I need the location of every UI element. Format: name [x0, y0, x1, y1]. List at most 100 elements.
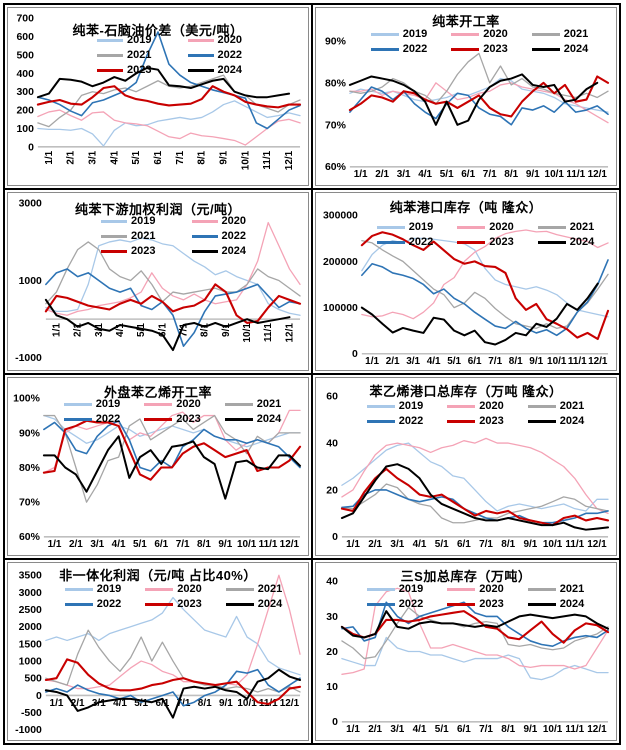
- legend-label: 2021: [563, 28, 589, 40]
- x-tick-label: 10/1: [545, 169, 565, 180]
- legend-item-2019: 2019: [63, 398, 120, 411]
- legend-label: 2019: [408, 221, 434, 233]
- y-tick-label: 2500: [19, 605, 42, 616]
- legend-item-2023: 2023: [451, 43, 508, 56]
- chart-panel-3s-total-inventory: 三S加总库存（万吨） 0 10 20 30 40 1/1 2/1 3/1 4/1 5/1 6/1 7/…: [315, 562, 617, 741]
- y-tick-label: 300: [16, 87, 34, 98]
- legend-line-swatch: [64, 603, 93, 606]
- legend-line-swatch: [366, 420, 395, 423]
- series-line-2022: [341, 601, 609, 648]
- x-tick-label: 9/1: [526, 169, 540, 180]
- y-tick-label: 300000: [323, 211, 358, 222]
- legend-item-2023: 2023: [447, 598, 504, 611]
- x-tick-label: 5/1: [447, 356, 461, 367]
- x-tick-label: 6/1: [457, 724, 471, 735]
- x-tick-label: 3/1: [90, 539, 104, 550]
- legend-label: 2019: [127, 34, 152, 46]
- x-tick-label: 4/1: [109, 150, 120, 164]
- legend-label: 2023: [489, 236, 514, 248]
- legend-item-2023: 2023: [144, 413, 201, 426]
- legend-label: 2024: [257, 598, 283, 610]
- x-tick-label: 7/1: [479, 724, 493, 735]
- x-tick-label: 5/1: [435, 724, 449, 735]
- legend-label: 2022: [221, 230, 246, 242]
- legend-item-2019: 2019: [64, 583, 121, 596]
- legend-label: 2020: [176, 398, 201, 410]
- legend-line-swatch: [451, 33, 480, 36]
- legend-label: 2024: [559, 415, 585, 427]
- legend-line-swatch: [191, 235, 218, 238]
- y-tick-label: 100: [16, 124, 34, 135]
- legend-label: 2022: [398, 598, 424, 610]
- legend-label: 2022: [96, 598, 122, 610]
- legend-label: 2020: [479, 400, 504, 412]
- legend-line-swatch: [537, 226, 566, 229]
- x-tick-label: 8/1: [504, 169, 518, 180]
- y-tick-label: 90%: [325, 36, 347, 47]
- series-line-2020: [341, 587, 609, 675]
- legend-label: 2021: [257, 583, 283, 595]
- y-tick-label: 20: [326, 485, 338, 496]
- legend-line-swatch: [537, 241, 566, 244]
- series-line-2022: [45, 668, 301, 707]
- x-tick-label: 11/1: [259, 539, 278, 550]
- x-tick-label: 12/1: [587, 724, 607, 735]
- x-tick-label: 11/1: [565, 539, 584, 550]
- legend-line-swatch: [366, 588, 395, 591]
- x-tick-label: 2/1: [69, 539, 83, 550]
- legend-line-swatch: [191, 220, 218, 223]
- legend-label: 2024: [569, 236, 595, 248]
- legend-label: 2022: [402, 43, 428, 55]
- legend-line-swatch: [145, 588, 174, 591]
- legend-line-swatch: [527, 588, 556, 591]
- chart-panel-benzene-naphtha-spread: 纯苯-石脑油价差（美元/吨） 0 100 200 300 400 500 600 700 1/1…: [7, 7, 309, 186]
- x-tick-label: 12/1: [588, 169, 608, 180]
- legend-item-2020: 2020: [187, 34, 242, 47]
- series-line-2019: [37, 100, 301, 147]
- chart-legend: 2019 2020 2021 2022 2023 2024: [342, 400, 609, 428]
- chart-cell: 外盘苯乙烯开工率 60% 70% 80% 90% 100% 1/1 2/1 3/1 4/1 5/1…: [5, 375, 311, 558]
- y-tick-label: 1000: [19, 657, 42, 668]
- x-tick-label: 8/1: [501, 724, 515, 735]
- y-tick-label: 40: [326, 439, 338, 450]
- x-tick-label: 5/1: [435, 539, 449, 550]
- x-tick-label: 11/1: [263, 323, 274, 342]
- legend-item-2019: 2019: [366, 583, 423, 596]
- legend-line-swatch: [225, 588, 254, 591]
- chart-title: 非一体化利润（元/吨 占比40%）: [59, 568, 257, 583]
- legend-label: 2020: [489, 221, 514, 233]
- legend-line-swatch: [145, 603, 174, 606]
- x-tick-label: 9/1: [218, 539, 232, 550]
- x-tick-label: 5/1: [440, 169, 454, 180]
- y-tick-label: 90%: [19, 428, 41, 439]
- y-tick-label: 1500: [19, 639, 42, 650]
- legend-line-swatch: [63, 403, 92, 406]
- chart-panel-styrene-port-total-inventory: 苯乙烯港口总库存（万吨 隆众） 0 20 40 60 1/1 2/1 3/1 4/1 5/1 6/…: [315, 377, 617, 556]
- legend-label: 2023: [131, 245, 156, 257]
- chart-cell: 纯苯下游加权利润（元/吨） -1000 1000 3000 1/1 2/1 3/1 4/1 5…: [5, 190, 311, 373]
- x-tick-label: 12/1: [587, 539, 607, 550]
- legend-line-swatch: [370, 33, 399, 36]
- legend-item-2024: 2024: [187, 64, 242, 77]
- legend-item-2022: 2022: [366, 598, 424, 611]
- x-tick-label: 5/1: [133, 539, 147, 550]
- legend-label: 2023: [483, 43, 508, 55]
- legend-item-2024: 2024: [537, 236, 595, 249]
- x-tick-label: 7/1: [177, 698, 191, 709]
- legend-item-2023: 2023: [97, 64, 152, 77]
- x-tick-label: 2/1: [66, 150, 77, 164]
- y-tick-label: 1000: [19, 276, 42, 287]
- x-tick-label: 10/1: [237, 539, 257, 550]
- legend-line-swatch: [447, 405, 476, 408]
- series-line-2022: [45, 268, 301, 347]
- y-tick-label: 100%: [13, 394, 40, 405]
- chart-panel-offshore-styrene-operating-rate: 外盘苯乙烯开工率 60% 70% 80% 90% 100% 1/1 2/1 3/1 4/1 5/1…: [7, 377, 309, 556]
- legend-label: 2022: [398, 415, 424, 427]
- y-tick-label: 0: [352, 349, 358, 360]
- x-tick-label: 5/1: [131, 150, 142, 164]
- legend-line-swatch: [447, 420, 476, 423]
- series-line-2023: [348, 75, 610, 118]
- legend-item-2019: 2019: [376, 221, 434, 234]
- x-tick-label: 11/1: [568, 356, 587, 367]
- series-line-2023: [360, 231, 610, 341]
